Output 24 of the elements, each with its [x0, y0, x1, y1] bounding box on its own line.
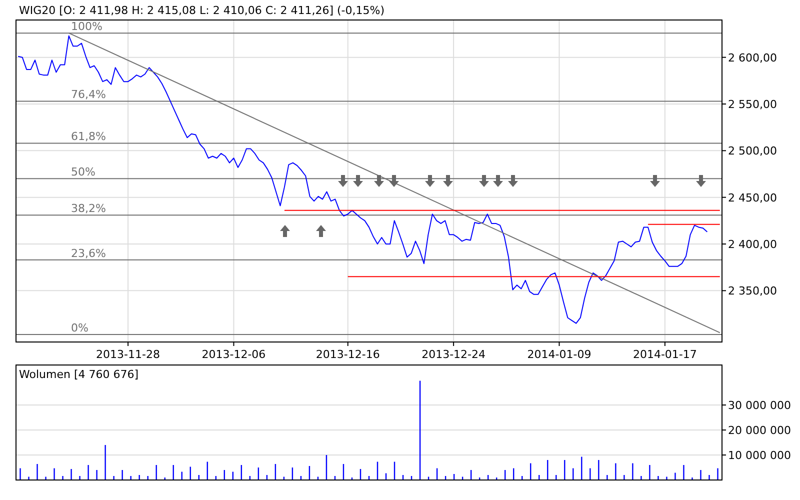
chart-title: Wolumen [4 760 676]: [19, 368, 139, 381]
x-tick-label: 2013-12-06: [202, 348, 266, 361]
y-tick-label: 20 000 000: [728, 424, 791, 437]
annotation: 23,6%: [71, 246, 106, 260]
y-tick-label: 2 600,00: [728, 51, 777, 64]
y-tick-label: 2 350,00: [728, 284, 777, 298]
y-tick-label: 2 450,00: [728, 191, 777, 204]
annotation: 100%: [71, 20, 102, 34]
chart-title: WIG20 [O: 2 411,98 H: 2 415,08 L: 2 410,06 C: 2 411,26] (-0,15%): [19, 4, 384, 17]
annotation: 0%: [71, 322, 88, 335]
annotation: 61,8%: [71, 130, 106, 144]
x-tick-label: 2014-01-17: [632, 348, 697, 361]
x-tick-label: 2013-12-24: [422, 348, 486, 361]
y-tick-label: 30 000 000: [728, 399, 791, 412]
y-tick-label: 2 500,00: [728, 144, 777, 158]
y-tick-label: 10 000 000: [728, 449, 791, 462]
annotation: 38,2%: [71, 202, 106, 216]
x-tick-label: 2014-01-09: [527, 348, 592, 361]
x-tick-label: 2013-11-28: [96, 348, 160, 361]
y-tick-label: 2 400,00: [728, 238, 777, 251]
x-tick-label: 2013-12-16: [316, 348, 380, 361]
annotation: 50%: [71, 166, 96, 179]
y-tick-label: 2 550,00: [728, 98, 777, 111]
annotation: 76,4%: [71, 88, 106, 102]
